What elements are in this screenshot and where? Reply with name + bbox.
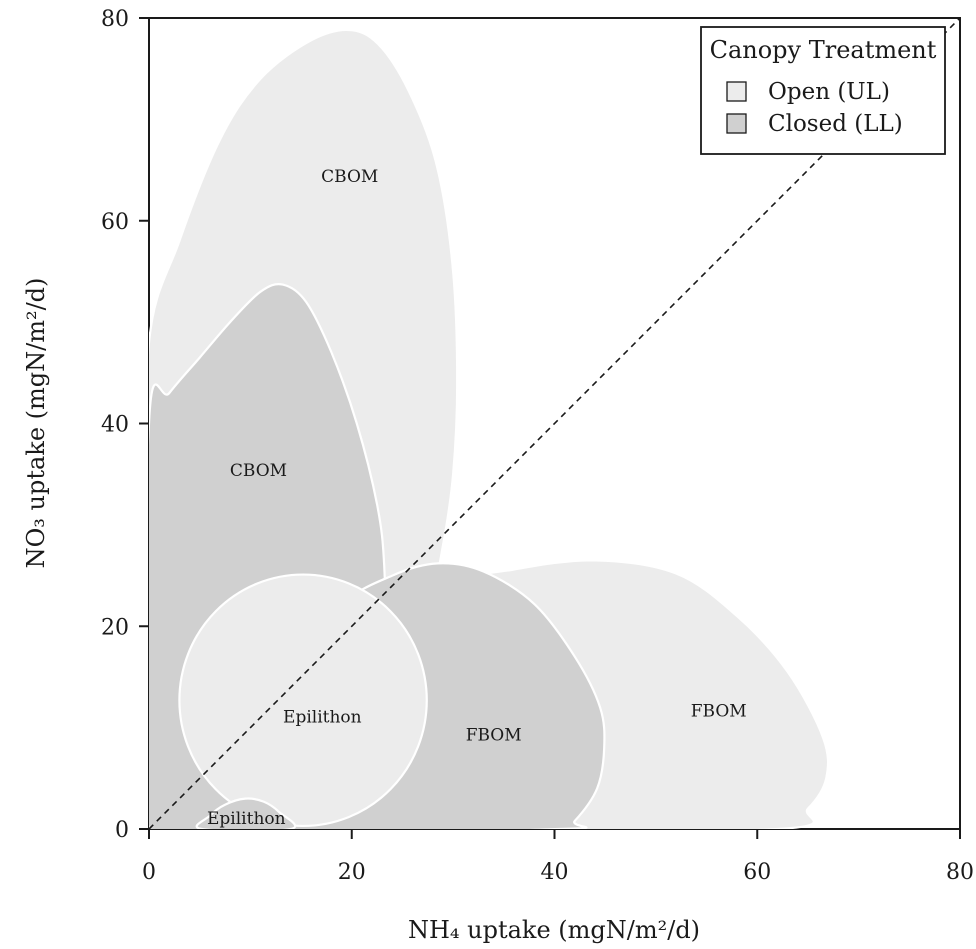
x-tick-label-0: 0 — [142, 860, 156, 885]
region-cbom-open-ul-label: CBOM — [321, 167, 378, 187]
region-epilithon-open-ul — [178, 573, 428, 828]
y-tick-label-0: 0 — [115, 818, 129, 843]
y-tick-label-80: 80 — [101, 7, 129, 32]
region-labels: CBOM FBOM CBOM FBOM Epilithon Epilithon — [207, 167, 747, 829]
region-fbom-closed-ll-label: FBOM — [466, 726, 522, 746]
one-to-one-reference-line — [148, 17, 961, 830]
region-epilithon-closed-ll-label: Epilithon — [207, 809, 286, 829]
x-tick-label-20: 20 — [338, 860, 366, 885]
region-epilithon-open-ul-label: Epilithon — [283, 707, 362, 727]
x-axis-label: NH₄ uptake (mgN/m²/d) — [408, 916, 700, 944]
x-axis-ticks: 0 20 40 60 80 — [142, 829, 974, 885]
y-tick-label-60: 60 — [101, 210, 129, 235]
y-axis-ticks: 0 20 40 60 80 — [101, 7, 149, 843]
region-epilithon-closed-ll — [195, 797, 297, 829]
legend-swatch-open — [726, 81, 747, 102]
x-tick-label-60: 60 — [743, 860, 771, 885]
regions — [149, 28, 830, 829]
legend-entry-closed: Closed (LL) — [768, 111, 903, 137]
x-tick-label-80: 80 — [946, 860, 974, 885]
legend-title: Canopy Treatment — [710, 36, 937, 64]
region-fbom-open-ul-label: FBOM — [691, 701, 747, 721]
legend-entry-open: Open (UL) — [768, 79, 890, 105]
legend-swatch-closed — [726, 113, 747, 134]
region-cbom-closed-ll-label: CBOM — [230, 461, 287, 481]
x-tick-label-40: 40 — [541, 860, 569, 885]
legend: Canopy Treatment Open (UL) Closed (LL) — [700, 26, 946, 155]
y-tick-label-20: 20 — [101, 615, 129, 640]
y-tick-label-40: 40 — [101, 413, 129, 438]
y-axis-label: NO₃ uptake (mgN/m²/d) — [22, 278, 50, 569]
